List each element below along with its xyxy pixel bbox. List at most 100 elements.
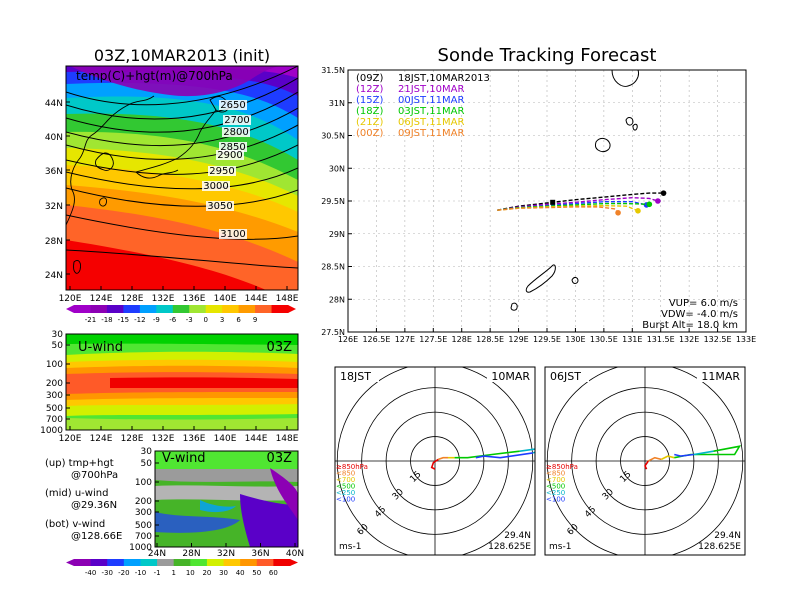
lon-tick-label: 128.5E <box>476 335 504 344</box>
contour-label-bg <box>223 115 251 125</box>
legend-text: 09JST,11MAR <box>398 128 465 139</box>
colorbar-label: -10 <box>135 569 146 577</box>
colorbar-swatch <box>74 305 91 313</box>
contour-label: 2850 <box>220 142 245 153</box>
contour-label-bg <box>219 142 247 152</box>
tracking-lat-axis: 31.5N 31N 30.5N 30N 29.5N 29N 28.5N 28N 27.5N <box>321 66 352 337</box>
colorbar-swatch <box>238 305 256 313</box>
map-label: temp(C)+hgt(m)@700hPa <box>76 69 233 83</box>
description-head: (bot) v-wind <box>45 519 105 530</box>
lat-tick-label: 29.5N <box>321 197 345 206</box>
lon-tick-label: 136E <box>183 434 206 444</box>
hodograph-ring <box>385 411 485 511</box>
map-lon-tick-label: 148E <box>276 294 299 304</box>
hodograph-date-bg <box>487 370 531 382</box>
colorbar-swatch <box>271 305 289 313</box>
hodograph-frame <box>334 366 536 556</box>
lon-tick-label: 126.5E <box>362 335 390 344</box>
contour-label-bg <box>206 201 234 211</box>
colorbar-label: 6 <box>236 316 241 324</box>
contour-label: 2950 <box>209 166 234 177</box>
colorbar-label: 40 <box>236 569 245 577</box>
lon-tick-label: 128E <box>121 434 144 444</box>
lon-tick-label: 148E <box>276 434 299 444</box>
hodograph-date: 10MAR <box>491 370 530 383</box>
hodograph-trace <box>644 460 649 470</box>
uwind-label: U-wind <box>78 340 123 355</box>
hodograph-trace <box>647 456 662 462</box>
colorbar-swatch <box>107 559 125 566</box>
colorbar-label: 0 <box>203 316 207 324</box>
map-frame <box>65 65 299 291</box>
legend-text: 21JST,10MAR <box>398 84 465 95</box>
colorbar-end-left <box>66 559 74 566</box>
colorbar-label: -15 <box>118 316 129 324</box>
contour-label: 2800 <box>223 127 248 138</box>
colorbar-label: 60 <box>269 569 278 577</box>
description-head: (up) tmp+hgt <box>45 458 114 469</box>
colorbar-label: -20 <box>118 569 129 577</box>
lat-tick-label: 27.5N <box>321 328 345 337</box>
hodograph-ring <box>336 367 534 555</box>
colorbar-swatch <box>157 559 175 566</box>
lon-tick-label: 129E <box>508 335 528 344</box>
colorbar-swatch <box>222 305 240 313</box>
lon-tick-label: 127E <box>395 335 415 344</box>
pressure-tick-label: 300 <box>135 508 152 518</box>
pressure-tick-label: 100 <box>46 360 63 370</box>
legend-code: (21Z) <box>356 117 383 128</box>
lat-tick-label: 28.5N <box>321 263 345 272</box>
legend-text: 00JST,11MAR <box>398 95 465 106</box>
colorbar-label: -3 <box>186 316 193 324</box>
colorbar-swatch <box>255 305 273 313</box>
tracking-islands <box>510 70 639 311</box>
hodograph-time-bg <box>339 370 379 382</box>
hodograph-ring <box>571 387 719 535</box>
map-lon-tick-label: 144E <box>245 294 268 304</box>
lat-tick-label: 29N <box>329 230 345 239</box>
tracking-title: Sonde Tracking Forecast <box>438 45 657 66</box>
colorbar-swatch <box>106 305 124 313</box>
temperature-field <box>66 66 298 290</box>
colorbar-swatch <box>123 559 141 566</box>
tracking-panel: Sonde Tracking Forecast (09Z) 18JST,10MAR… <box>321 45 756 344</box>
pressure-tick-label: 100 <box>135 478 152 488</box>
lon-tick-label: 127.5E <box>419 335 447 344</box>
uwind-lon-axis: 120E 124E 128E 132E 136E 140E 144E 148E <box>59 426 299 444</box>
lon-tick-label: 133E <box>736 335 756 344</box>
colorbar-swatch <box>206 559 225 566</box>
colorbar-label: -12 <box>134 316 145 324</box>
colorbar-swatch <box>189 305 207 313</box>
hodograph-legend-entry: ≥850hPa <box>546 463 578 471</box>
description-head: (mid) u-wind <box>45 488 108 499</box>
colorbar-swatch <box>90 305 108 313</box>
lat-tick-label: 28N <box>329 295 345 304</box>
colorbar-label: 9 <box>253 316 257 324</box>
trajectory-endpoint <box>615 209 621 216</box>
colorbar-swatch <box>156 305 174 313</box>
map-lon-tick-label: 120E <box>59 294 82 304</box>
pressure-tick-label: 30 <box>141 447 153 457</box>
temperature-colorbar: -21 -18 -15 -12 -9 -6 -3 0 3 6 9 <box>66 305 296 324</box>
hodograph-legend-entry: <850 <box>546 470 565 478</box>
trajectory-endpoint <box>660 190 667 196</box>
colorbar-label: 10 <box>186 569 195 577</box>
pressure-tick-label: 500 <box>46 404 63 414</box>
hodograph-time-bg <box>549 370 589 382</box>
hodograph-trace <box>660 455 675 461</box>
lon-tick-label: 126E <box>338 335 358 344</box>
hodograph-ring <box>620 436 670 486</box>
hodograph-time: 06JST <box>550 370 581 383</box>
hodograph-lon: 128.625E <box>488 542 531 552</box>
launch-parameter: VDW= -4.0 m/s <box>661 309 738 320</box>
trajectory-line <box>497 192 664 211</box>
pressure-tick-label: 50 <box>141 459 153 469</box>
map-lat-tick-label: 32N <box>45 202 63 212</box>
legend-code: (18Z) <box>356 106 383 117</box>
hodograph-legend-entry: <500 <box>546 483 565 491</box>
